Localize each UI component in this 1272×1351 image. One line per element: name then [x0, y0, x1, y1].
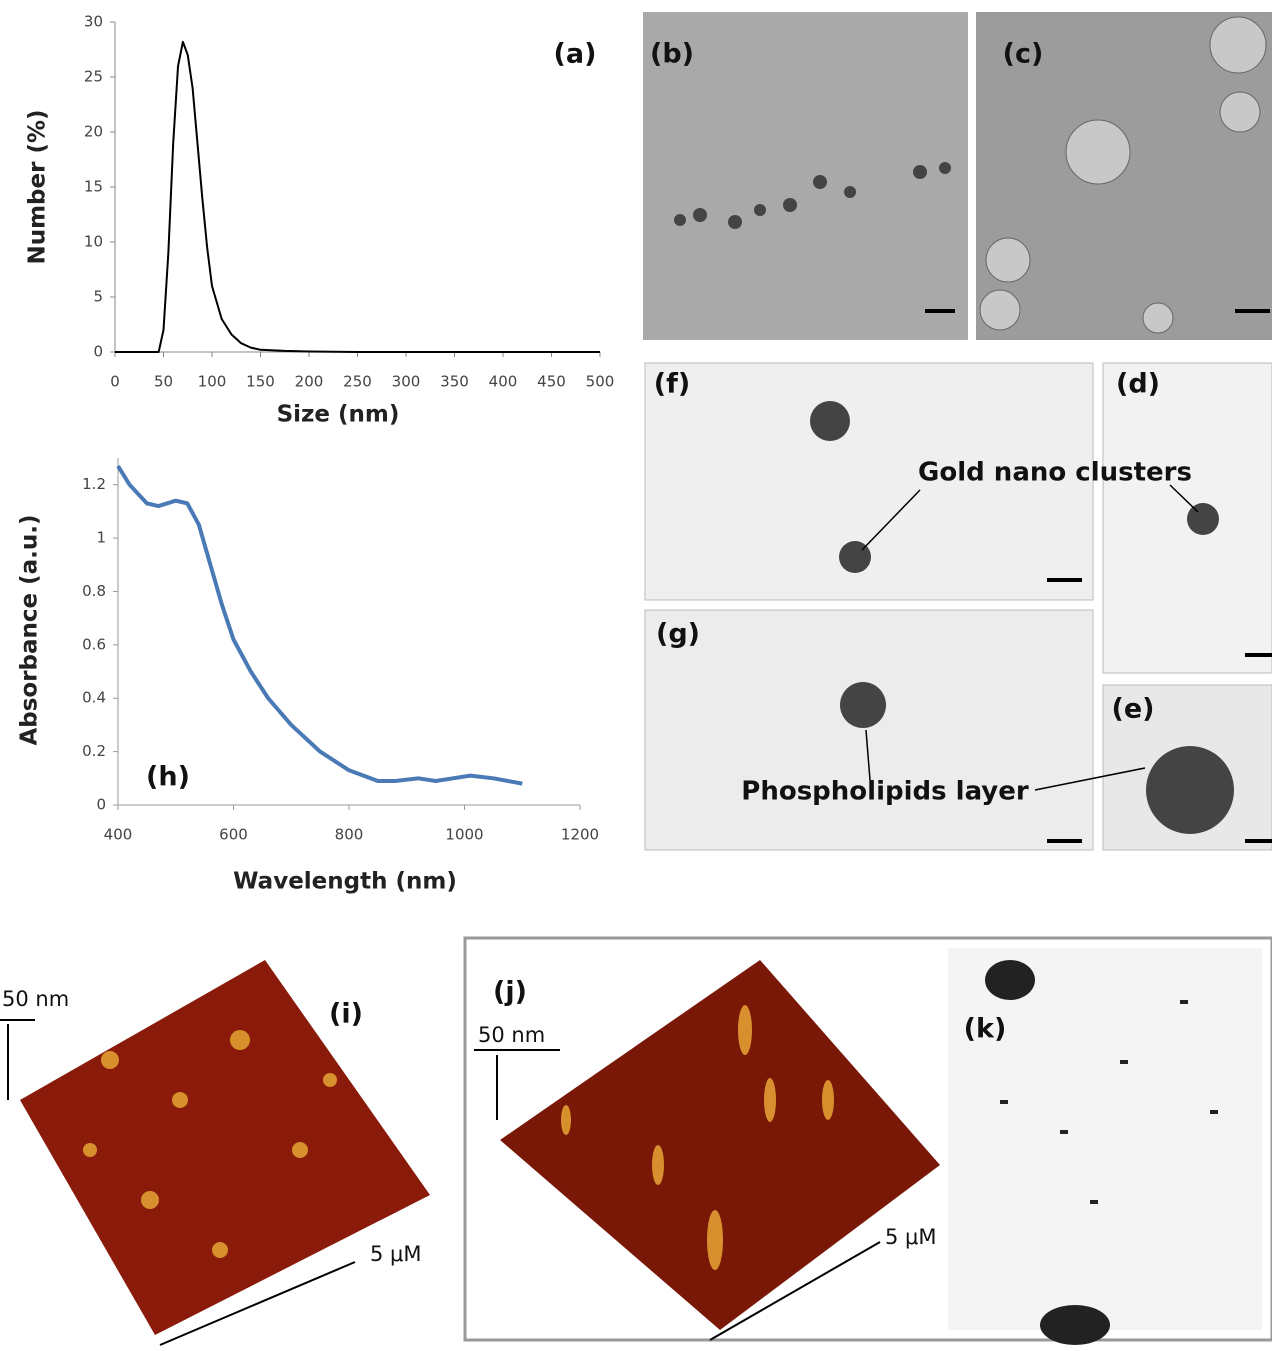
micrograph-k: [948, 948, 1262, 1330]
x-tick-label: 0: [110, 373, 120, 391]
panel-label: (j): [493, 977, 527, 1008]
panel-label: (d): [1116, 369, 1160, 400]
panel-label: (i): [329, 999, 363, 1030]
x-tick-label: 500: [586, 373, 615, 391]
afm-surface-i: [20, 960, 430, 1335]
panel-label: (c): [1003, 39, 1044, 70]
y-tick-label: 0: [96, 796, 106, 814]
x-tick-label: 450: [537, 373, 566, 391]
y-tick-label: 0.8: [82, 582, 106, 600]
x-tick-label: 400: [104, 826, 133, 844]
panel-label: (h): [146, 762, 190, 793]
panel-label: (g): [656, 619, 700, 650]
panel-label: (k): [964, 1014, 1007, 1045]
x-tick-label: 1200: [561, 826, 599, 844]
y-tick-label: 1.2: [82, 475, 106, 493]
y-tick-label: 15: [84, 178, 103, 196]
x-tick-label: 100: [198, 373, 227, 391]
x-axis-label: Wavelength (nm): [233, 869, 457, 895]
annotation: 50 nm: [2, 987, 69, 1011]
data-line: [118, 466, 522, 784]
panel-label: (b): [650, 39, 694, 70]
y-tick-label: 30: [84, 13, 103, 31]
x-tick-label: 150: [246, 373, 275, 391]
x-tick-label: 50: [154, 373, 173, 391]
y-tick-label: 0.4: [82, 689, 106, 707]
y-tick-label: 25: [84, 68, 103, 86]
y-axis-label: Number (%): [25, 109, 51, 264]
x-tick-label: 200: [295, 373, 324, 391]
annotation: 5 μM: [370, 1242, 422, 1266]
annotation: Gold nano clusters: [918, 458, 1192, 488]
y-tick-label: 0.2: [82, 742, 106, 760]
panel-label: (f): [654, 369, 690, 400]
x-tick-label: 350: [440, 373, 469, 391]
panel-label: (a): [554, 39, 597, 70]
x-tick-label: 250: [343, 373, 372, 391]
figure: 0510152025300501001502002503003504004505…: [0, 0, 1272, 1351]
data-line: [115, 42, 600, 352]
micrograph-g: [645, 610, 1093, 850]
panel-label: (e): [1112, 694, 1155, 725]
y-tick-label: 5: [93, 288, 103, 306]
x-tick-label: 800: [335, 826, 364, 844]
y-tick-label: 0.6: [82, 635, 106, 653]
x-tick-label: 400: [489, 373, 518, 391]
annotation: 5 μM: [885, 1225, 937, 1249]
annotation: Phospholipids layer: [741, 777, 1029, 807]
y-tick-label: 0: [93, 343, 103, 361]
afm-surface-j: [500, 960, 940, 1330]
y-tick-label: 1: [96, 529, 106, 547]
annotation: 50 nm: [478, 1023, 545, 1047]
x-tick-label: 300: [392, 373, 421, 391]
x-tick-label: 1000: [445, 826, 483, 844]
x-tick-label: 600: [219, 826, 248, 844]
y-tick-label: 20: [84, 123, 103, 141]
x-axis-label: Size (nm): [277, 402, 400, 428]
y-tick-label: 10: [84, 233, 103, 251]
y-axis-label: Absorbance (a.u.): [17, 514, 43, 745]
